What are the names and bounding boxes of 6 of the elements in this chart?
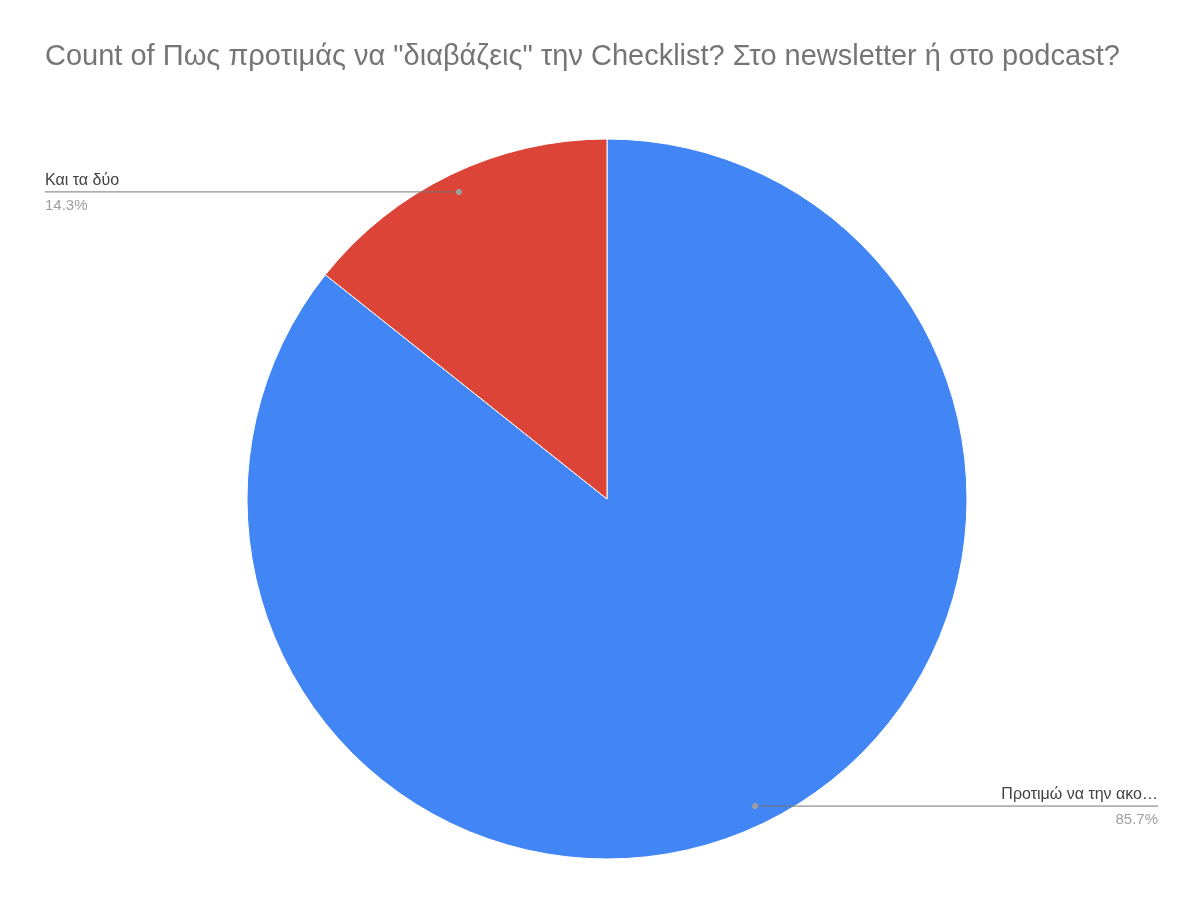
chart-title: Count of Πως προτιμάς να "διαβάζεις" την Checklist? Στο newsletter ή στο podcast? [45,38,1121,73]
slice-label: Και τα δύο [45,170,120,188]
data-label: 85.7% [1115,810,1158,828]
slice-label: Προτιμώ να την ακο… [1001,785,1158,803]
data-label: 14.3% [45,195,88,213]
pie-slice [246,138,968,859]
